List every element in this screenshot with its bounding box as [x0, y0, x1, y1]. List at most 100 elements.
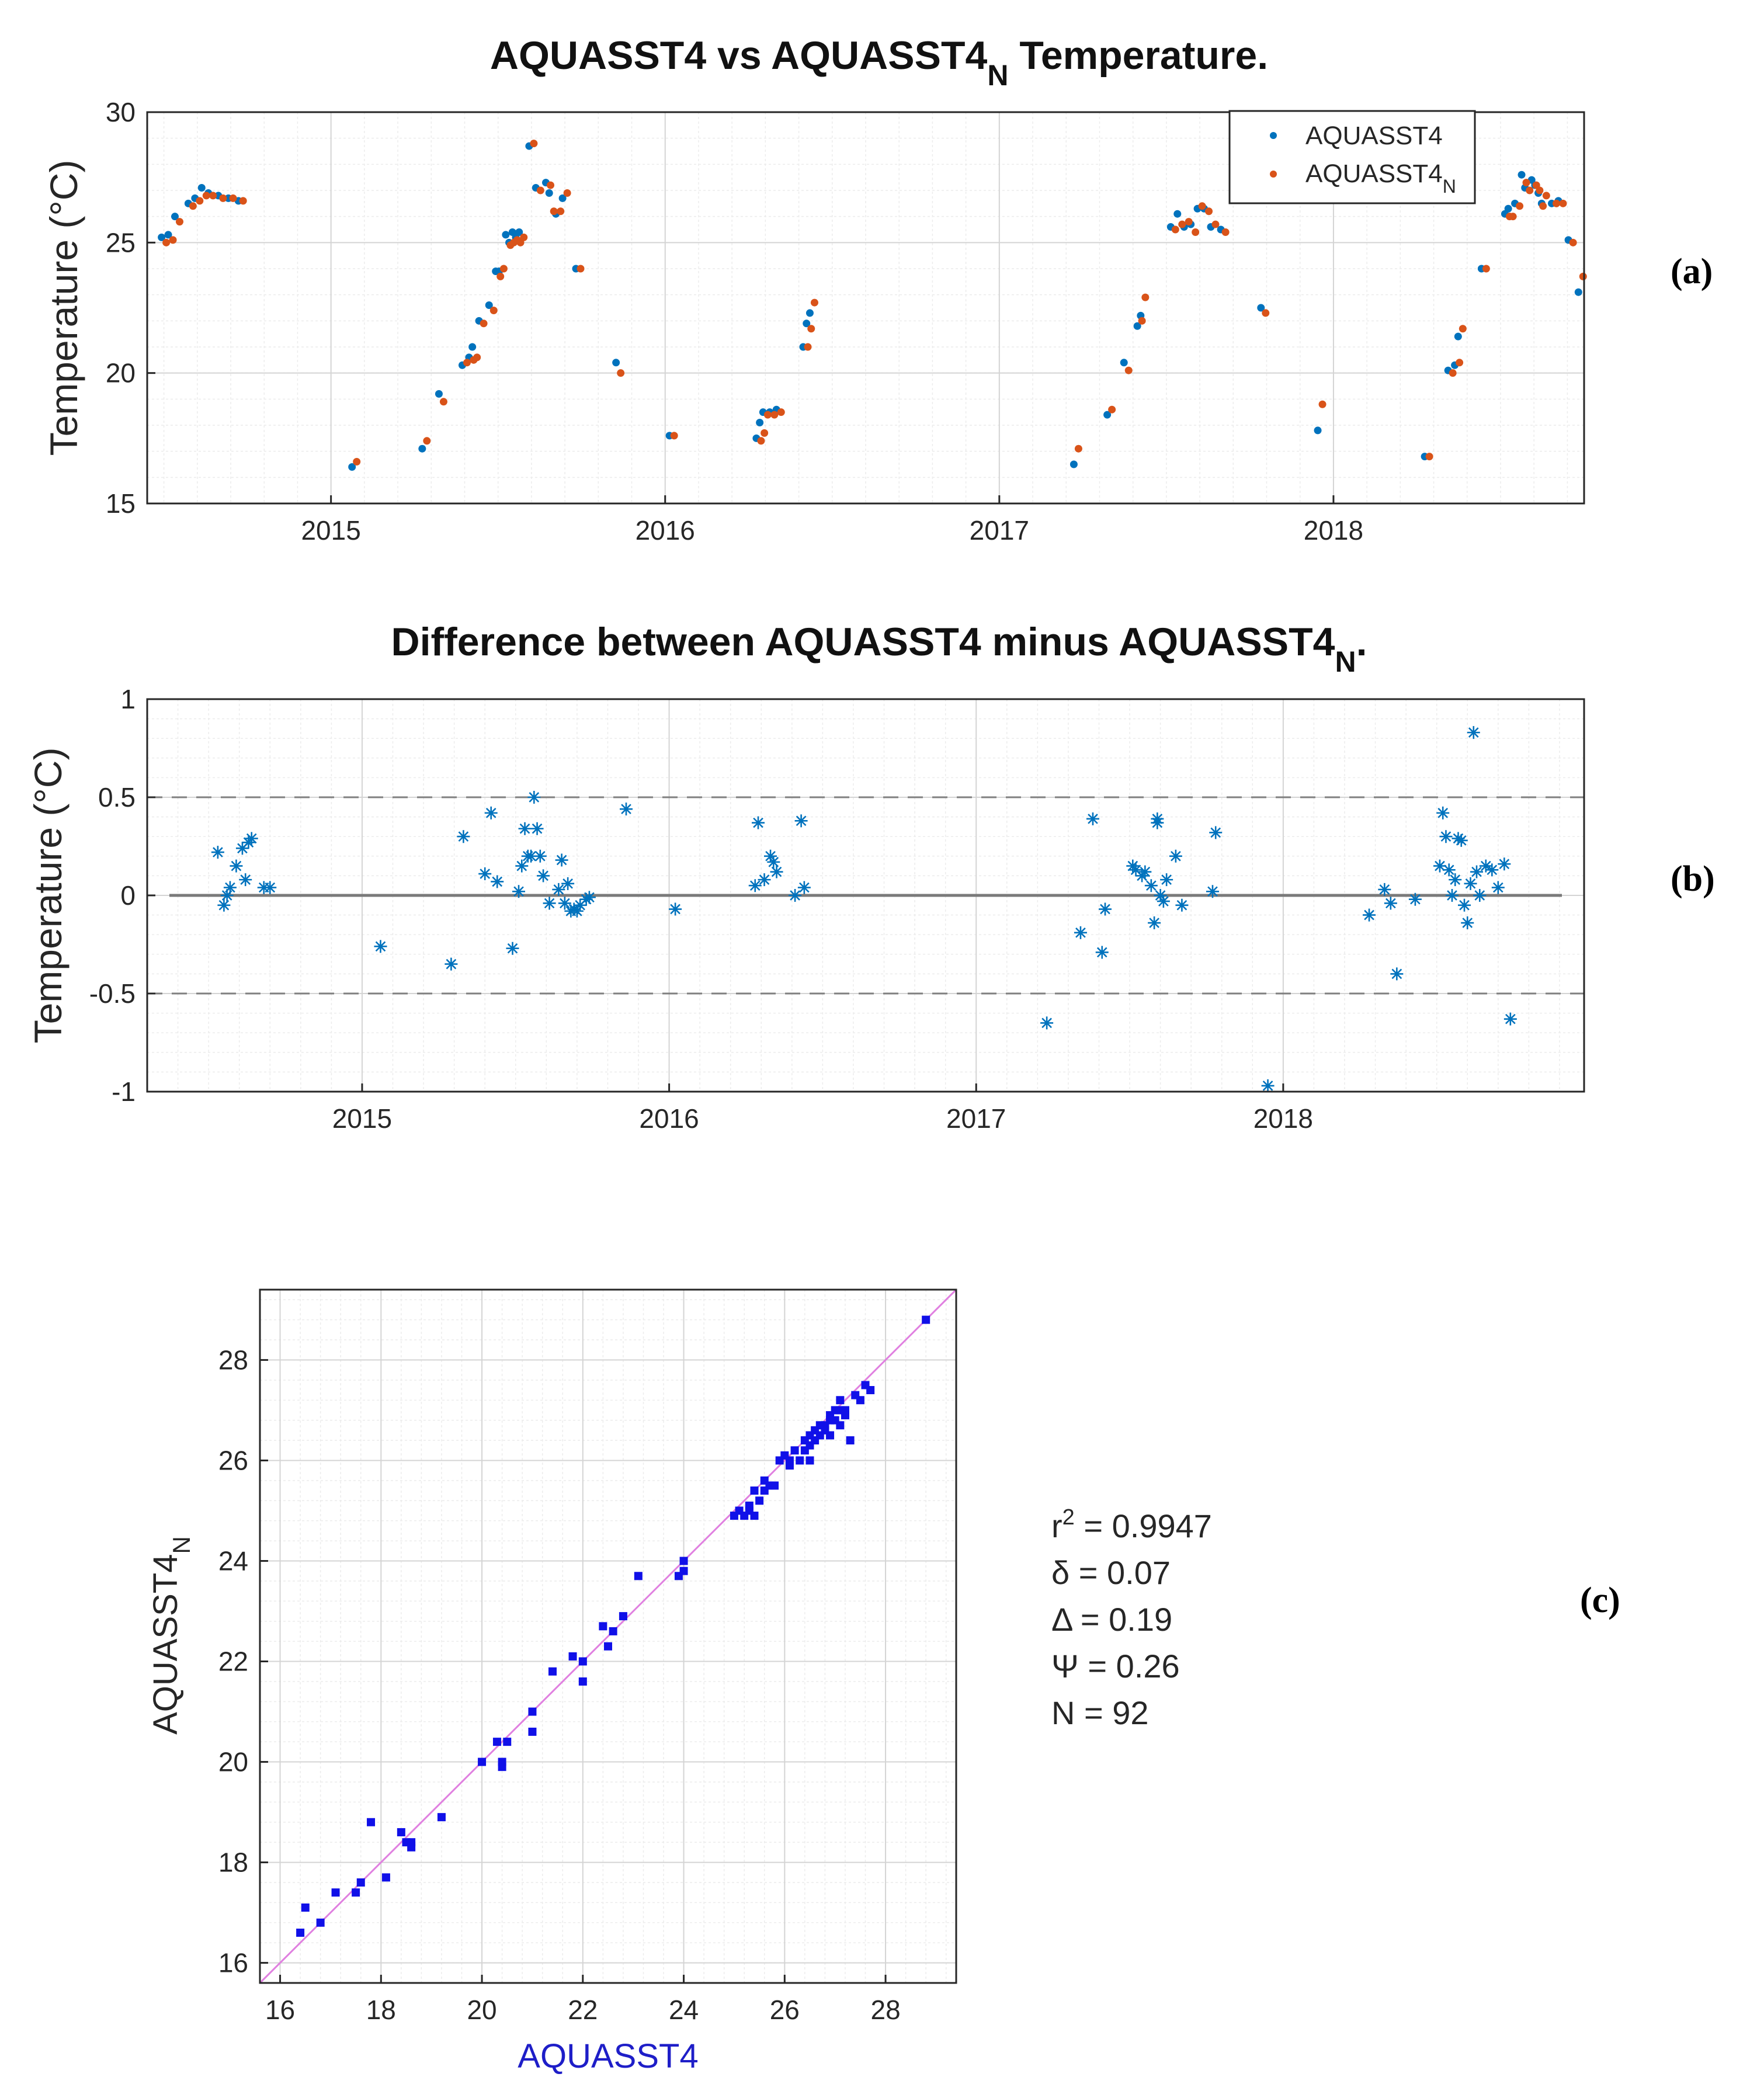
scatter-point — [836, 1396, 845, 1405]
panel-a-ytick-label: 15 — [106, 488, 136, 519]
difference-point — [1175, 898, 1189, 912]
difference-point — [1363, 908, 1376, 922]
point-aquasst4n — [761, 429, 769, 437]
point-aquasst4n — [804, 343, 812, 351]
scatter-point — [836, 1421, 845, 1430]
scatter-point — [478, 1757, 487, 1766]
point-aquasst4n — [1171, 225, 1179, 234]
difference-point — [1154, 889, 1167, 902]
scatter-point — [356, 1878, 365, 1887]
point-aquasst4n — [229, 194, 237, 202]
point-aquasst4n — [169, 236, 177, 244]
point-aquasst4 — [197, 184, 206, 192]
point-aquasst4n — [1553, 199, 1561, 207]
point-aquasst4n — [1526, 186, 1534, 194]
difference-point — [1148, 916, 1161, 930]
scatter-point — [599, 1622, 607, 1631]
panel-a-xtick-label: 2015 — [301, 515, 360, 546]
point-aquasst4n — [1569, 238, 1577, 246]
difference-point — [1129, 863, 1143, 877]
panel-a-label: (a) — [1671, 252, 1713, 291]
point-aquasst4n — [807, 325, 815, 333]
difference-point — [518, 822, 532, 835]
panel-b-marks — [147, 726, 1584, 1092]
scatter-point — [548, 1667, 557, 1676]
difference-point — [748, 879, 762, 892]
scatter-point — [437, 1813, 446, 1822]
difference-point — [1473, 889, 1487, 902]
difference-point — [512, 885, 526, 898]
legend-box — [1228, 110, 1476, 204]
panel-c-xtick-label: 24 — [669, 1995, 699, 2025]
panel-b: Difference between AQUASST4 minus AQUASS… — [26, 620, 1715, 1134]
panel-b-ytick-label: 0.5 — [98, 782, 136, 812]
panel-c-ticks: 16 18 20 22 24 26 28 16 18 20 22 24 26 28 — [218, 1345, 901, 2025]
point-aquasst4n — [1198, 202, 1206, 210]
difference-point — [767, 855, 780, 869]
point-aquasst4n — [202, 192, 210, 200]
panel-b-ytick-label: -0.5 — [89, 978, 136, 1009]
point-aquasst4n — [1141, 293, 1150, 301]
point-aquasst4n — [1536, 186, 1544, 194]
difference-point — [1151, 812, 1164, 825]
difference-point — [558, 897, 571, 910]
point-aquasst4 — [756, 419, 764, 427]
difference-point — [794, 814, 808, 828]
difference-point — [552, 883, 565, 896]
point-aquasst4 — [803, 319, 811, 328]
panel-b-xtick-label: 2017 — [946, 1103, 1006, 1134]
panel-a-title: AQUASST4 vs AQUASST4N Temperature. — [490, 33, 1268, 92]
scatter-point — [826, 1431, 835, 1440]
difference-point — [1099, 902, 1112, 916]
panel-c-xtick-label: 20 — [467, 1995, 496, 2025]
panel-c-ytick-label: 24 — [218, 1545, 248, 1576]
difference-point — [1095, 946, 1109, 959]
point-aquasst4 — [612, 359, 620, 367]
point-aquasst4n — [1262, 309, 1270, 317]
panel-c-ytick-label: 26 — [218, 1445, 248, 1475]
difference-point — [1491, 881, 1505, 894]
point-aquasst4n — [162, 238, 171, 246]
point-aquasst4n — [1074, 444, 1082, 453]
difference-point — [1433, 859, 1446, 873]
point-aquasst4 — [1518, 171, 1526, 179]
panel-a: AQUASST4 vs AQUASST4N Temperature. 2015 2… — [42, 33, 1713, 546]
difference-point — [1467, 726, 1480, 739]
difference-point — [484, 806, 498, 819]
panel-c-ytick-label: 28 — [218, 1345, 248, 1375]
legend-marker-aquasst4 — [1270, 132, 1277, 139]
difference-point — [211, 846, 224, 859]
panel-a-legend: AQUASST4 AQUASST4N — [1228, 110, 1476, 204]
point-aquasst4 — [1069, 460, 1078, 468]
point-aquasst4n — [175, 218, 183, 226]
point-aquasst4n — [563, 189, 571, 197]
scatter-point — [634, 1572, 643, 1581]
difference-point — [1442, 863, 1456, 877]
scatter-point — [503, 1738, 512, 1746]
scatter-point — [796, 1456, 804, 1465]
legend-label-aquasst4n: AQUASST4N — [1305, 159, 1456, 197]
point-aquasst4 — [1133, 322, 1141, 330]
scatter-point — [805, 1456, 814, 1465]
difference-point — [1160, 873, 1173, 887]
scatter-point — [619, 1612, 627, 1621]
point-aquasst4n — [777, 408, 785, 416]
difference-point — [1458, 898, 1471, 912]
point-aquasst4n — [1542, 192, 1550, 200]
difference-point — [1390, 967, 1404, 981]
point-aquasst4 — [558, 194, 567, 202]
panel-c-xlabel: AQUASST4 — [518, 2037, 698, 2075]
panel-c-marks — [259, 1288, 957, 1984]
scatter-point — [856, 1396, 864, 1405]
scatter-point — [492, 1738, 501, 1746]
panel-c-ytick-label: 18 — [218, 1847, 248, 1878]
difference-point — [1378, 883, 1391, 896]
point-aquasst4 — [515, 228, 523, 236]
difference-point — [797, 881, 811, 894]
point-aquasst4 — [502, 231, 510, 239]
point-aquasst4n — [239, 197, 247, 205]
panel-a-xtick-label: 2016 — [636, 515, 695, 546]
point-aquasst4n — [499, 265, 508, 273]
point-aquasst4n — [810, 298, 818, 307]
point-aquasst4n — [463, 359, 471, 367]
